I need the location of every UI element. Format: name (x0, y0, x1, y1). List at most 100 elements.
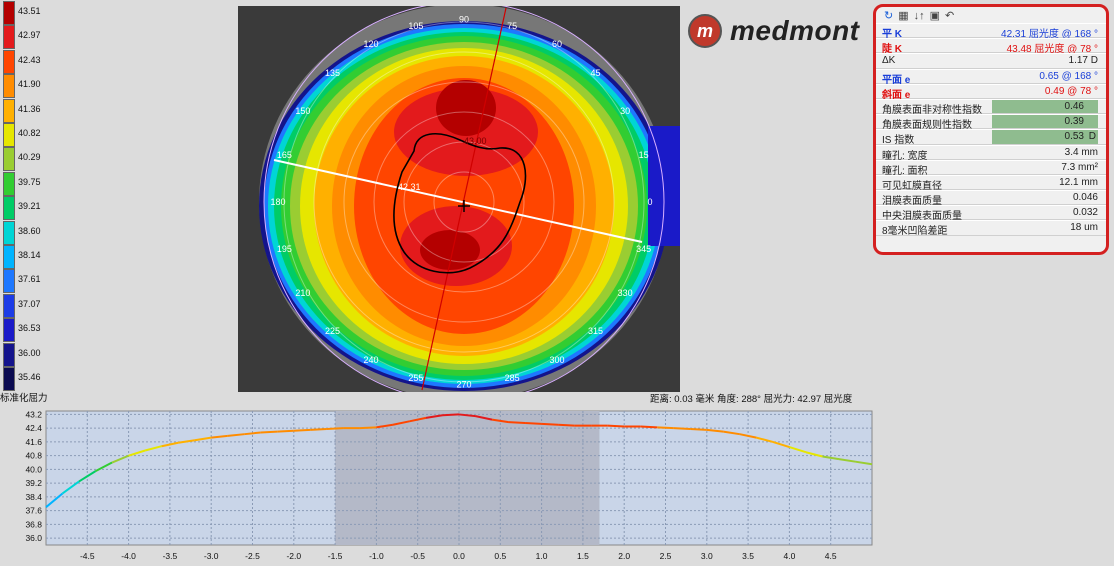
y-tick-label: 40.8 (25, 451, 42, 461)
x-tick-label: -4.0 (121, 551, 136, 561)
angle-label: 180 (270, 197, 285, 207)
index-label: IS 指数 (882, 135, 915, 147)
legend-value: 38.60 (18, 225, 41, 236)
x-tick-label: -1.5 (328, 551, 343, 561)
legend-value: 43.51 (18, 6, 41, 16)
angle-label: 0 (647, 197, 652, 207)
angle-label: 210 (295, 288, 310, 298)
legend-item: 42.97 (0, 24, 60, 50)
shaded-region (335, 411, 600, 545)
legend-value: 40.82 (18, 128, 41, 138)
profile-line-segment (376, 423, 394, 429)
legend-title: 标准化屈力 (0, 393, 48, 404)
angle-label: 315 (588, 326, 603, 336)
sort-icon[interactable]: ↓↑ (913, 10, 925, 22)
legend-swatch (3, 342, 15, 367)
angle-label: 105 (408, 21, 423, 31)
legend-swatch (3, 196, 15, 221)
profile-line-segment (756, 436, 774, 443)
x-tick-label: 3.5 (742, 551, 754, 561)
legend-swatch (3, 123, 15, 147)
profile-line-segment (640, 425, 658, 429)
panel-toolbar: ↻ ▦ ↓↑ ▣ ↶ (876, 7, 1106, 23)
x-tick-label: 0.0 (453, 551, 465, 561)
topography-map[interactable]: 90 75 60 45 30 15 0 345 330 315 300 285 270 255 240 225… (238, 6, 680, 392)
index-row: 瞳孔: 宽度 3.4 mm (876, 144, 1106, 162)
legend-item: 39.21 (0, 195, 60, 221)
y-tick-label: 43.2 (25, 409, 42, 419)
profile-line-segment (144, 445, 162, 452)
x-tick-label: -0.5 (410, 551, 425, 561)
legend-swatch (3, 293, 15, 318)
index-row: 陡 K 43.48 屈光度 @ 78 ° (876, 38, 1106, 56)
legend-swatch (3, 147, 15, 172)
angle-label: 255 (408, 373, 423, 383)
index-label: 陡 K (882, 44, 902, 56)
profile-line-segment (277, 429, 294, 433)
profile-line-segment (95, 461, 113, 473)
profile-line-segment (61, 480, 80, 495)
angle-label: 300 (549, 355, 564, 365)
legend-value: 39.75 (18, 176, 41, 187)
angle-label: 195 (277, 244, 292, 254)
index-row: 可见虹膜直径 12.1 mm (876, 174, 1106, 192)
legend-item: 35.46 (0, 366, 60, 392)
indices-panel: ↻ ▦ ↓↑ ▣ ↶ 平 K 42.31 屈光度 @ 168 ° 陡 K 43.48 屈光度 … (873, 4, 1109, 255)
profile-line-segment (673, 427, 691, 431)
index-row: IS 指数 0.53 D (876, 129, 1106, 147)
profile-line-segment (706, 428, 724, 433)
index-value: 3.4 mm (1064, 146, 1098, 158)
save-icon[interactable]: ▣ (929, 10, 941, 22)
undo-icon[interactable]: ↶ (945, 10, 955, 22)
legend-value: 40.29 (18, 152, 41, 163)
x-tick-label: -2.5 (245, 551, 260, 561)
angle-label: 150 (295, 106, 310, 116)
profile-chart[interactable]: 43.2 42.4 41.6 40.8 40.0 39.2 38.4 37.6 36.8 36.0… (0, 405, 878, 566)
index-row: 斜面 e 0.49 @ 78 ° (876, 83, 1106, 101)
profile-line-segment (541, 422, 559, 426)
index-row: 平 K 42.31 屈光度 @ 168 ° (876, 23, 1106, 40)
y-tick-label: 37.6 (25, 506, 42, 516)
legend-value: 35.46 (18, 372, 41, 382)
pupil-outline (393, 133, 527, 274)
index-label: 瞳孔: 面积 (882, 165, 928, 177)
index-row: 平面 e 0.65 @ 168 ° (876, 68, 1106, 86)
profile-line-segment (45, 492, 64, 508)
x-tick-label: 3.0 (701, 551, 713, 561)
profile-line-segment (458, 413, 476, 418)
flat-k-marker: 42.31 (398, 182, 421, 192)
legend-item: 38.14 (0, 244, 60, 270)
index-value: 0.39 (1064, 116, 1084, 128)
legend-item: 39.75 (0, 171, 60, 197)
profile-line-segment (739, 433, 757, 439)
legend-value: 36.00 (18, 347, 41, 358)
index-label: 平 K (882, 29, 902, 40)
angle-label: 165 (277, 150, 292, 160)
angle-label: 240 (363, 355, 378, 365)
peak-zone-upper (436, 80, 496, 136)
table-icon[interactable]: ▦ (898, 10, 909, 22)
legend-item: 41.90 (0, 73, 60, 99)
legend-item: 40.29 (0, 146, 60, 172)
refresh-icon[interactable]: ↻ (884, 10, 894, 22)
legend-swatch (3, 367, 15, 391)
index-value: 12.1 mm (1059, 176, 1098, 188)
index-row: 瞳孔: 面积 7.3 mm² (876, 159, 1106, 177)
profile-line-segment (475, 415, 493, 421)
profile-chart-canvas: 43.2 42.4 41.6 40.8 40.0 39.2 38.4 37.6 36.8 36.0… (25, 409, 873, 561)
profile-line-segment (310, 428, 327, 431)
legend-value: 37.07 (18, 298, 41, 309)
profile-line-segment (723, 430, 740, 436)
legend-item: 40.82 (0, 122, 60, 148)
index-row: 中央泪膜表面质量 0.032 (876, 205, 1106, 222)
legend-item: 43.51 (0, 0, 60, 26)
legend-item: 36.00 (0, 342, 60, 368)
angle-label: 120 (363, 39, 378, 49)
angle-label: 15 (639, 150, 649, 160)
profile-line-segment (558, 423, 575, 427)
profile-line-segment (425, 414, 443, 419)
angle-label: 90 (459, 15, 469, 25)
y-tick-label: 36.0 (25, 533, 42, 543)
steep-k-marker: 43.00 (464, 136, 487, 146)
angle-label: 60 (552, 39, 562, 49)
